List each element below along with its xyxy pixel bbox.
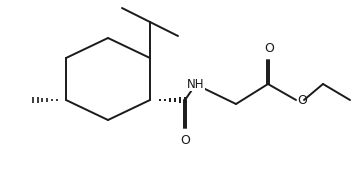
- Text: O: O: [297, 94, 307, 106]
- Text: O: O: [264, 42, 274, 55]
- Text: NH: NH: [187, 78, 205, 90]
- Text: O: O: [180, 134, 190, 147]
